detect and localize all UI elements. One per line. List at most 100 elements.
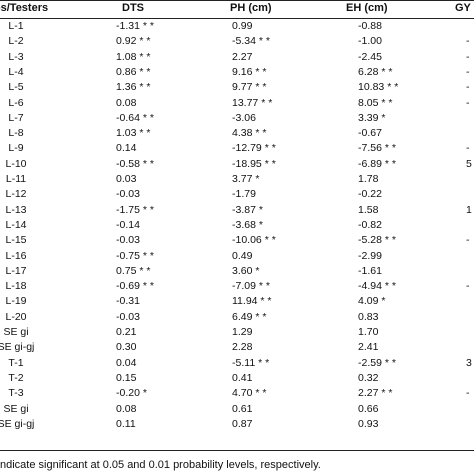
- cell-dts: 0.11: [116, 417, 136, 430]
- table-row: L-3 1.08 * * 2.27 -2.45 -: [0, 50, 474, 65]
- cell-eh: -2.99: [358, 249, 382, 262]
- row-label: L-6: [8, 96, 24, 109]
- table-footnote: ndicate significant at 0.05 and 0.01 pro…: [0, 459, 321, 471]
- row-label: SE gi-gj: [0, 341, 35, 354]
- cell-ph: 3.60 *: [232, 264, 260, 277]
- cell-eh: -6.89 * *: [358, 157, 396, 170]
- table-row: L-9 0.14 -12.79 * * -7.56 * * -: [0, 141, 474, 156]
- row-label: L-18: [5, 280, 27, 293]
- row-label: L-2: [8, 35, 24, 48]
- cell-dts: 1.08 * *: [116, 50, 151, 63]
- cell-ph: -5.34 * *: [232, 35, 270, 48]
- row-label: SE gi: [3, 326, 29, 338]
- cell-dts: -0.58 * *: [116, 157, 154, 170]
- cell-eh: 0.66: [358, 402, 379, 415]
- row-label: L-19: [5, 295, 27, 308]
- cell-ph: 3.77 *: [232, 173, 260, 185]
- cell-dts: 0.75 * *: [116, 264, 151, 277]
- row-label: T-3: [8, 387, 24, 400]
- table-row: L-19 -0.31 11.94 * * 4.09 *: [0, 294, 474, 309]
- cell-eh: -7.56 * *: [358, 142, 396, 155]
- cell-dts: -0.20 *: [116, 387, 147, 400]
- cell-dts: -0.03: [116, 310, 140, 323]
- table-row: SE gi 0.08 0.61 0.66: [0, 402, 474, 417]
- cell-gy: -: [466, 35, 470, 48]
- cell-dts: -0.03: [116, 234, 140, 247]
- cell-dts: 0.21: [116, 326, 137, 338]
- cell-dts: -0.31: [116, 295, 140, 308]
- cell-eh: 3.39 *: [358, 111, 386, 124]
- table-row: T-2 0.15 0.41 0.32: [0, 371, 474, 386]
- cell-ph: -7.09 * *: [232, 280, 270, 293]
- table-row: L-1 -1.31 * * 0.99 -0.88: [0, 19, 474, 34]
- row-label: L-13: [5, 203, 27, 216]
- row-label: T-2: [8, 371, 24, 384]
- cell-ph: 0.61: [232, 402, 253, 415]
- table-row: L-12 -0.03 -1.79 -0.22: [0, 187, 474, 202]
- table-row: L-20 -0.03 6.49 * * 0.83: [0, 310, 474, 325]
- header-ph: PH (cm): [230, 2, 272, 14]
- row-label: T-1: [8, 356, 24, 369]
- cell-dts: -0.75 * *: [116, 249, 154, 262]
- cell-ph: 9.77 * *: [232, 81, 267, 94]
- table-row: L-6 0.08 13.77 * * 8.05 * * -: [0, 96, 474, 111]
- cell-eh: 2.41: [358, 341, 379, 354]
- cell-eh: -0.88: [358, 20, 382, 32]
- cell-dts: 1.03 * *: [116, 127, 151, 140]
- header-dts: DTS: [122, 2, 144, 14]
- table-row: L-4 0.86 * * 9.16 * * 6.28 * * -: [0, 65, 474, 80]
- table-row: L-17 0.75 * * 3.60 * -1.61: [0, 264, 474, 279]
- row-label: L-12: [5, 188, 27, 201]
- cell-dts: -0.14: [116, 218, 140, 231]
- cell-eh: -5.28 * *: [358, 234, 396, 247]
- cell-dts: -0.03: [116, 188, 140, 201]
- cell-ph: 13.77 * *: [232, 96, 273, 109]
- cell-gy: 3: [466, 356, 472, 369]
- cell-ph: 2.28: [232, 341, 253, 354]
- cell-ph: -18.95 * *: [232, 157, 276, 170]
- cell-eh: 4.09 *: [358, 295, 386, 308]
- cell-gy: -: [466, 142, 470, 155]
- cell-gy: -: [466, 65, 470, 78]
- table-row: L-13 -1.75 * * -3.87 * 1.58 1: [0, 203, 474, 218]
- cell-dts: -0.69 * *: [116, 280, 154, 293]
- cell-eh: -2.45: [358, 50, 382, 63]
- cell-dts: 0.03: [116, 173, 137, 185]
- cell-dts: 0.14: [116, 142, 137, 155]
- row-label: L-17: [5, 264, 27, 277]
- cell-eh: -1.00: [358, 35, 382, 48]
- table-top-rule: [0, 0, 474, 1]
- cell-ph: 4.70 * *: [232, 387, 267, 400]
- row-label: L-15: [5, 234, 27, 247]
- cell-ph: 2.27: [232, 50, 253, 63]
- row-label: L-8: [8, 127, 24, 140]
- cell-ph: -5.11 * *: [232, 356, 270, 369]
- header-bottom-rule: [0, 18, 474, 19]
- row-label: L-9: [8, 142, 24, 155]
- table-row: L-14 -0.14 -3.68 * -0.82: [0, 218, 474, 233]
- row-label: SE gi-gj: [0, 417, 35, 430]
- cell-eh: -0.82: [358, 218, 382, 231]
- table-row: L-11 0.03 3.77 * 1.78: [0, 172, 474, 187]
- cell-eh: 8.05 * *: [358, 96, 393, 109]
- table-row: T-1 0.04 -5.11 * * -2.59 * * 3: [0, 356, 474, 371]
- cell-gy: -: [466, 81, 470, 94]
- cell-eh: 10.83 * *: [358, 81, 399, 94]
- cell-gy: 1: [466, 203, 472, 216]
- row-label: L-3: [8, 50, 24, 63]
- cell-gy: -: [466, 50, 470, 63]
- cell-eh: 0.32: [358, 371, 379, 384]
- cell-eh: -0.67: [358, 127, 382, 140]
- table-row: L-5 1.36 * * 9.77 * * 10.83 * * -: [0, 80, 474, 95]
- cell-ph: -3.68 *: [232, 218, 263, 231]
- cell-eh: 1.78: [358, 173, 379, 185]
- row-label: L-7: [8, 111, 24, 124]
- cell-ph: 6.49 * *: [232, 310, 267, 323]
- table-row: L-10 -0.58 * * -18.95 * * -6.89 * * 5: [0, 157, 474, 172]
- row-label: L-5: [8, 81, 24, 94]
- cell-dts: 0.15: [116, 371, 137, 384]
- cell-ph: -1.79: [232, 188, 256, 201]
- cell-gy: -: [466, 280, 470, 293]
- table-row: L-15 -0.03 -10.06 * * -5.28 * * -: [0, 233, 474, 248]
- cell-ph: 0.49: [232, 249, 253, 262]
